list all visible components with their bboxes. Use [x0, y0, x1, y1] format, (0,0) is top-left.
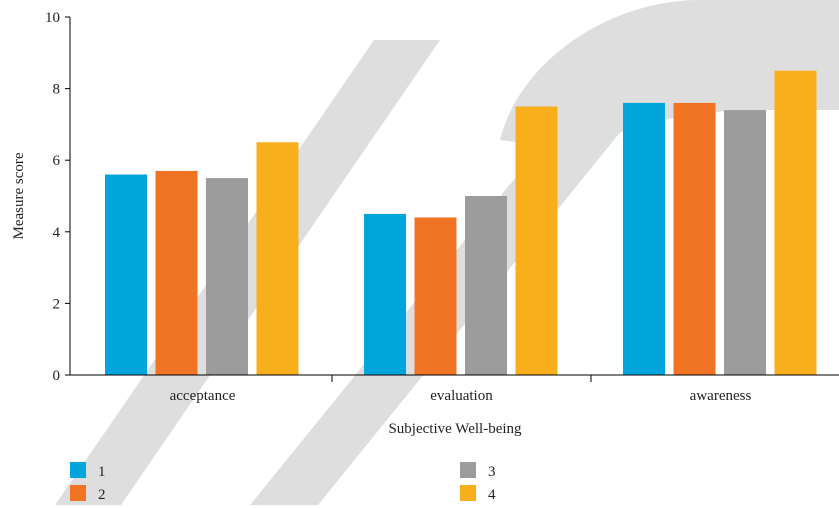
legend-swatch-1 — [70, 462, 86, 478]
y-tick-label: 0 — [53, 368, 61, 384]
legend-label-2: 2 — [98, 487, 106, 503]
bar-acceptance-series-4 — [256, 142, 299, 375]
y-tick-label: 2 — [53, 296, 61, 312]
bar-awareness-series-1 — [623, 102, 665, 376]
bar-evaluation-series-1 — [364, 213, 406, 375]
y-tick-label: 6 — [53, 153, 61, 169]
bar-evaluation-series-3 — [465, 196, 507, 375]
legend-label-1: 1 — [98, 464, 106, 480]
x-axis-ticks: acceptance evaluation awareness — [170, 375, 752, 404]
legend-label-3: 3 — [488, 464, 496, 480]
axes — [69, 17, 839, 376]
bar-evaluation-series-4 — [515, 106, 558, 375]
x-tick-label: acceptance — [170, 388, 236, 404]
bar-acceptance-series-3 — [206, 178, 248, 375]
bar-awareness-series-3 — [724, 110, 766, 375]
y-tick-label: 10 — [45, 10, 60, 26]
legend-swatch-2 — [70, 485, 86, 501]
legend-swatch-4 — [460, 485, 476, 501]
legend-label-4: 4 — [488, 487, 496, 503]
bar-acceptance-series-2 — [155, 170, 198, 375]
bar-acceptance-series-1 — [105, 174, 147, 375]
y-axis-label: Measure score — [11, 152, 27, 239]
x-tick-label: evaluation — [430, 388, 493, 404]
y-axis-ticks: 0 2 4 6 8 10 — [45, 10, 70, 384]
x-tick-label: awareness — [690, 388, 752, 404]
bar-awareness-series-2 — [673, 102, 716, 376]
y-tick-label: 4 — [53, 225, 61, 241]
bar-evaluation-series-2 — [414, 217, 457, 375]
bar-awareness-series-4 — [774, 70, 817, 375]
legend: 1 2 3 4 — [70, 462, 496, 503]
legend-swatch-3 — [460, 462, 476, 478]
x-axis-label: Subjective Well-being — [388, 421, 522, 437]
y-tick-label: 8 — [53, 82, 61, 98]
bars — [105, 70, 817, 376]
